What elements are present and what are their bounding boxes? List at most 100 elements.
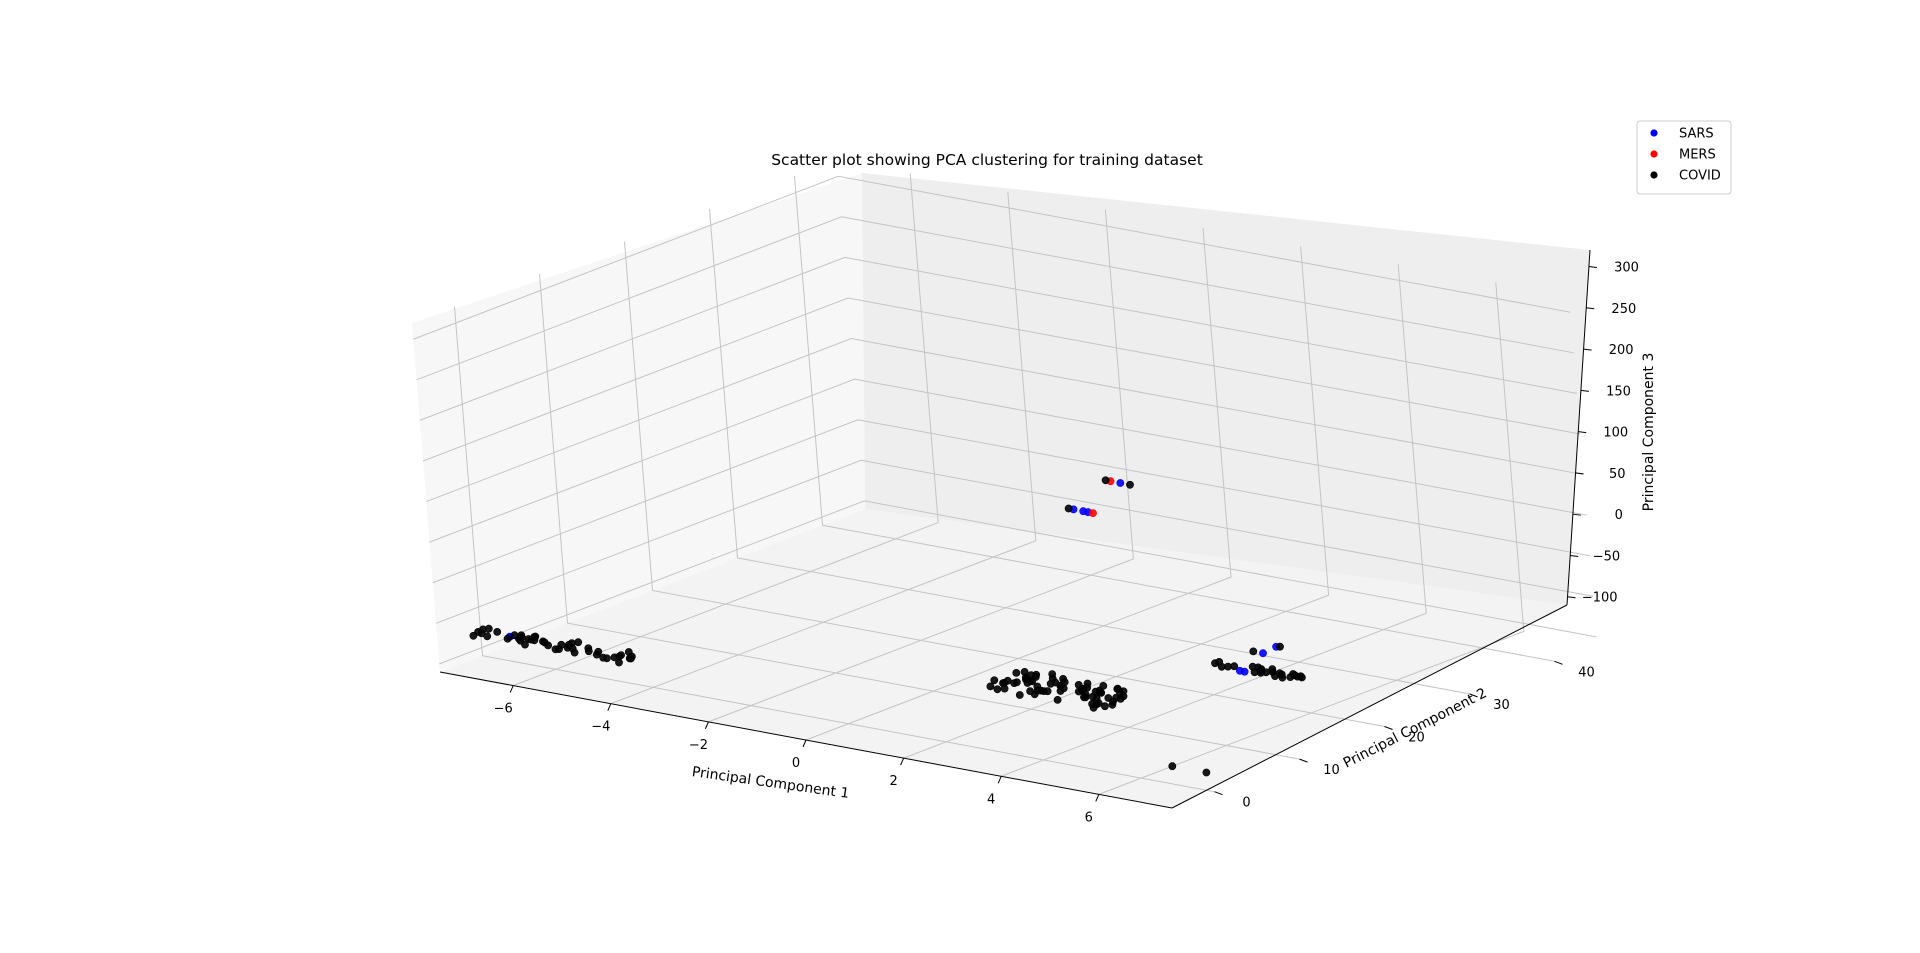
- z-gridline: [435, 459, 1594, 624]
- covid-point: [1276, 642, 1284, 651]
- x-gridline: [513, 173, 939, 687]
- z-gridline: [422, 297, 1581, 462]
- x-tick-label: −4: [591, 720, 610, 735]
- x-gridline: [1098, 282, 1525, 795]
- covid-point: [1257, 667, 1266, 675]
- data-points: [469, 476, 1306, 777]
- covid-point: [1217, 662, 1226, 671]
- covid-point: [993, 685, 1002, 694]
- x-axis-label: Principal Component 1: [691, 764, 850, 802]
- covid-point: [1012, 669, 1021, 677]
- covid-point: [1296, 672, 1305, 681]
- x-tick: [1095, 794, 1100, 802]
- x-tick: [802, 739, 807, 748]
- covid-point: [624, 648, 633, 656]
- covid-point: [1202, 768, 1211, 777]
- mers-point: [1089, 509, 1097, 517]
- covid-point: [1275, 669, 1284, 678]
- y-tick: [1384, 726, 1393, 730]
- covid-point: [474, 628, 482, 636]
- covid-point: [1003, 676, 1012, 685]
- z-tick-label: 150: [1606, 384, 1631, 399]
- covid-point: [1060, 678, 1069, 686]
- sars-point: [1116, 479, 1125, 487]
- covid-point: [1000, 684, 1009, 693]
- x-gridline: [1001, 264, 1427, 777]
- x-gridline: [805, 227, 1232, 741]
- y-axis-line: [1171, 604, 1568, 809]
- y-tick-label: 20: [1408, 731, 1425, 746]
- z-tick: [1583, 348, 1592, 351]
- covid-point: [503, 634, 512, 643]
- y-gridline: [539, 274, 1300, 760]
- sars-point: [1240, 667, 1249, 676]
- x-tick-label: −6: [494, 702, 513, 717]
- y-gridline: [624, 241, 1385, 727]
- covid-point: [615, 652, 624, 661]
- y-gridline: [709, 208, 1470, 695]
- covid-point: [1211, 659, 1219, 668]
- z-tick-label: 300: [1614, 261, 1639, 276]
- z-gridline: [432, 419, 1590, 584]
- covid-point: [1026, 687, 1034, 695]
- x-tick: [509, 685, 514, 693]
- z-tick: [1580, 389, 1589, 392]
- z-tick-label: 200: [1609, 343, 1634, 358]
- covid-point: [1268, 665, 1277, 673]
- legend-label: COVID: [1679, 169, 1721, 184]
- z-tick-label: 100: [1603, 426, 1628, 441]
- z-tick: [1572, 513, 1581, 516]
- covid-point: [1020, 668, 1029, 676]
- covid-point: [1101, 702, 1109, 711]
- y-tick-label: 0: [1242, 796, 1250, 811]
- covid-point: [1108, 700, 1117, 709]
- legend-marker: [1650, 129, 1658, 137]
- covid-point: [594, 647, 603, 656]
- covid-point: [517, 633, 526, 642]
- z-tick: [1567, 596, 1576, 599]
- z-gridline: [429, 378, 1587, 543]
- covid-point: [1112, 693, 1120, 702]
- covid-point: [568, 644, 577, 653]
- y-tick: [1299, 758, 1308, 763]
- covid-point: [1168, 762, 1177, 771]
- covid-point: [1088, 692, 1097, 701]
- chart-title: Scatter plot showing PCA clustering for …: [771, 151, 1203, 169]
- z-gridline: [419, 256, 1577, 421]
- x-tick: [997, 776, 1002, 784]
- z-tick-label: 50: [1609, 467, 1626, 482]
- z-tick-label: 250: [1611, 302, 1636, 317]
- covid-point: [557, 640, 566, 649]
- x-tick: [900, 757, 905, 766]
- covid-point: [584, 647, 593, 656]
- covid-point: [493, 628, 502, 636]
- legend-box: [1636, 120, 1732, 195]
- legend-marker: [1650, 171, 1658, 179]
- covid-point: [1048, 674, 1057, 683]
- z-tick: [1586, 307, 1595, 310]
- z-tick: [1588, 266, 1597, 269]
- z-axis-line: [1566, 249, 1591, 606]
- covid-point: [524, 635, 533, 643]
- y-tick-label: 10: [1323, 763, 1340, 778]
- covid-point: [1064, 504, 1073, 513]
- x-tick-label: 6: [1085, 810, 1093, 825]
- z-axis-label: Principal Component 3: [1641, 353, 1657, 512]
- covid-point: [1092, 700, 1101, 709]
- covid-point: [986, 682, 995, 691]
- z-tick-label: 0: [1615, 508, 1623, 523]
- grid-lines: [413, 173, 1597, 795]
- x-tick-label: −2: [689, 738, 708, 753]
- x-gridline: [903, 246, 1330, 759]
- z-tick-label: −50: [1593, 549, 1620, 564]
- covid-point: [544, 641, 552, 650]
- z-tick: [1575, 472, 1584, 475]
- y-tick-label: 40: [1578, 665, 1595, 680]
- y-gridline: [454, 306, 1215, 793]
- covid-point: [484, 624, 493, 633]
- y-gridline: [794, 176, 1555, 662]
- z-tick: [1578, 431, 1587, 434]
- covid-point: [1013, 678, 1021, 687]
